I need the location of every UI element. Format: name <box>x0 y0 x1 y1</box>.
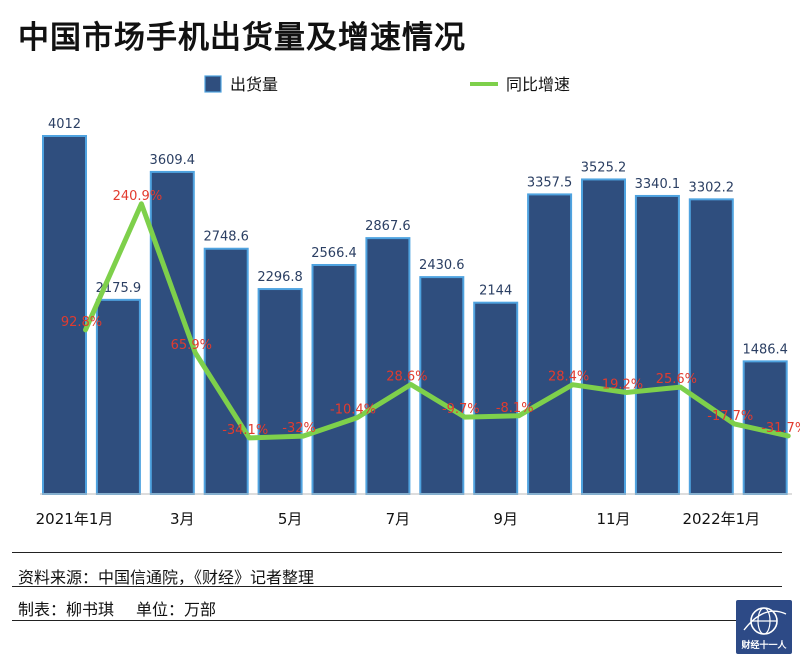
bar-value-label: 1486.4 <box>742 342 788 357</box>
growth-labels: 92.8% 240.9% 65.9% -34.1% -32% -10.4% 28.6% -9.… <box>61 189 800 438</box>
bar-11 <box>581 178 626 495</box>
bar-value-label: 2748.6 <box>203 230 249 245</box>
growth-value-label: -10.4% <box>330 403 376 418</box>
bar-value-label: 3357.5 <box>527 175 573 190</box>
bar-7 <box>365 237 411 495</box>
x-tick-labels: 2021年1月 3月 5月 7月 9月 11月 2022年1月 <box>36 510 761 528</box>
growth-value-label: 65.9% <box>171 338 212 353</box>
legend-line-label: 同比增速 <box>506 75 570 94</box>
bar-8 <box>419 276 465 495</box>
growth-value-label: 92.8% <box>61 315 102 330</box>
bar-value-label: 2566.4 <box>311 246 357 261</box>
legend-bar-label: 出货量 <box>230 75 278 94</box>
x-tick-label: 5月 <box>278 510 303 528</box>
x-tick-label: 2022年1月 <box>682 510 760 528</box>
logo-text: 财经十一人 <box>741 641 787 651</box>
bar-1 <box>42 135 87 495</box>
footer-divider-middle <box>12 586 782 587</box>
publisher-logo: 财经十一人 <box>736 600 792 654</box>
growth-value-label: 240.9% <box>113 189 163 204</box>
bar-value-label: 2867.6 <box>365 219 411 234</box>
bar-value-label: 2296.8 <box>257 270 303 285</box>
growth-value-label: 28.6% <box>386 370 427 385</box>
growth-value-label: -32% <box>282 421 316 436</box>
bar-4 <box>203 247 249 495</box>
growth-value-label: 28.4% <box>548 370 589 385</box>
credit-line: 制表：柳书琪 单位：万部 <box>18 596 216 620</box>
bar-6 <box>311 263 357 496</box>
growth-value-label: -31.7% <box>761 421 800 436</box>
x-tick-label: 9月 <box>493 510 518 528</box>
x-tick-label: 7月 <box>386 510 411 528</box>
bar-10 <box>527 193 573 495</box>
bar-value-label: 3302.2 <box>689 180 735 195</box>
bar-value-label: 2144 <box>479 284 512 299</box>
bar-value-label: 4012 <box>48 117 81 132</box>
footer-divider-bottom <box>12 620 782 621</box>
unit-note: 单位：万部 <box>136 600 217 619</box>
source-note: 资料来源：中国信通院，《财经》记者整理 <box>18 568 315 587</box>
bar-value-label: 2430.6 <box>419 258 465 273</box>
growth-value-label: 25.6% <box>656 372 697 387</box>
bar-value-label: 3525.2 <box>581 160 627 175</box>
globe-icon <box>743 607 787 635</box>
footer-divider-top <box>12 552 782 553</box>
growth-value-label: -8.1% <box>496 401 534 416</box>
growth-value-label: -34.1% <box>222 423 268 438</box>
growth-value-label: 19.2% <box>602 378 643 393</box>
bar-labels: 40122175.93609.42748.62296.82566.42867.6… <box>48 117 788 357</box>
bar-5 <box>257 288 303 495</box>
bar-12 <box>634 194 680 496</box>
bar-2 <box>95 298 141 495</box>
x-tick-label: 2021年1月 <box>36 510 114 528</box>
bar-value-label: 3340.1 <box>635 177 681 192</box>
legend-bar-swatch <box>204 75 222 93</box>
x-tick-label: 3月 <box>170 510 195 528</box>
growth-value-label: -17.7% <box>707 409 753 424</box>
growth-value-label: -9.7% <box>442 402 480 417</box>
shipment-chart: 出货量 同比增速 40122175.93609.42748.62296.8256… <box>36 75 800 528</box>
x-tick-label: 11月 <box>596 510 630 528</box>
bar-value-label: 3609.4 <box>150 153 196 168</box>
author-note: 制表：柳书琪 <box>18 600 115 619</box>
growth-rate-line <box>83 201 791 441</box>
bar-13 <box>688 198 734 495</box>
legend: 出货量 同比增速 <box>204 75 570 94</box>
chart-title: 中国市场手机出货量及增速情况 <box>18 20 466 56</box>
bar-9 <box>473 301 519 495</box>
